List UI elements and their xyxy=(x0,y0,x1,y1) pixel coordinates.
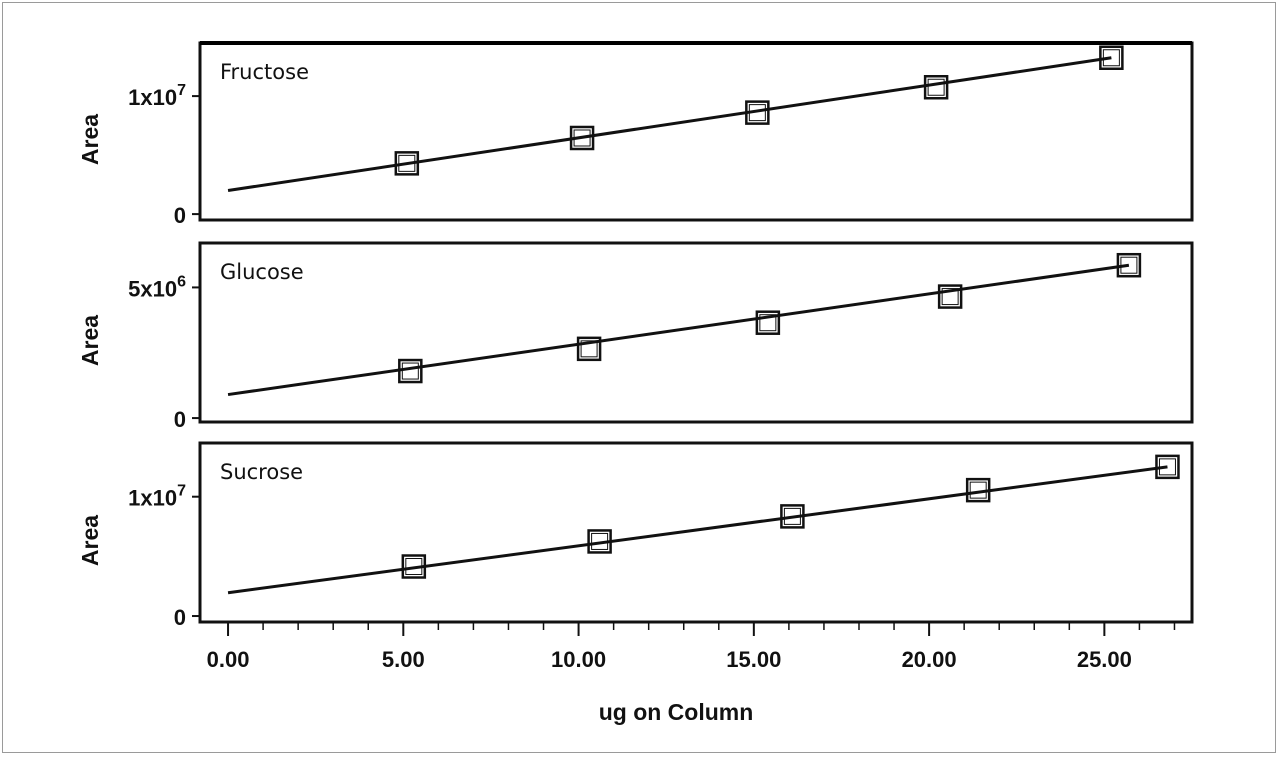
data-point-inner xyxy=(748,104,766,122)
data-point-inner xyxy=(969,481,987,499)
data-point-inner xyxy=(573,129,591,147)
data-point xyxy=(576,336,602,362)
y-tick-label-base: 5x10 xyxy=(128,276,177,301)
data-point xyxy=(1155,454,1180,480)
fit-line xyxy=(227,263,1130,397)
data-point-inner xyxy=(401,362,419,380)
data-point xyxy=(923,75,949,100)
data-point-inner xyxy=(1102,49,1120,67)
data-point-inner xyxy=(927,78,945,96)
x-tick-label: 25.00 xyxy=(1077,647,1132,672)
y-tick-label: 0 xyxy=(174,605,186,630)
y-tick-label-exponent: 7 xyxy=(177,82,186,99)
y-tick-label: 1x107 xyxy=(128,483,186,511)
data-point xyxy=(1099,45,1124,70)
panel-label: Glucose xyxy=(220,260,304,284)
data-point-inner xyxy=(398,154,416,172)
y-axis-title: Area xyxy=(77,114,103,165)
x-tick-label: 5.00 xyxy=(382,647,425,672)
data-point xyxy=(755,310,781,335)
data-point xyxy=(401,554,427,579)
x-tick-label: 0.00 xyxy=(207,647,250,672)
data-point xyxy=(1116,252,1142,278)
y-tick-label-base: 1x10 xyxy=(128,85,177,110)
y-tick-label-base: 0 xyxy=(174,407,186,432)
x-tick-label: 20.00 xyxy=(902,647,957,672)
y-tick-label-base: 0 xyxy=(174,203,186,228)
data-point xyxy=(965,477,991,503)
data-point xyxy=(398,358,423,384)
data-point-inner xyxy=(1120,256,1138,274)
data-point xyxy=(745,100,770,125)
y-axis-title: Area xyxy=(77,515,103,566)
data-point-inner xyxy=(759,314,777,332)
data-point xyxy=(937,284,963,309)
y-tick-label: 0 xyxy=(174,407,186,432)
fit-line xyxy=(227,56,1112,192)
panel-fructose: 0 1x107 Area Fructose xyxy=(77,41,1194,228)
panel-sucrose: 0 1x107 Area Sucrose 0.00 5.00 10.00 15.00 20.00… xyxy=(77,441,1194,725)
data-point-inner xyxy=(1158,458,1176,476)
plot-frame xyxy=(198,241,1194,424)
data-point xyxy=(569,125,595,151)
data-point xyxy=(587,529,612,554)
x-tick-label: 10.00 xyxy=(551,647,606,672)
y-tick-label: 0 xyxy=(174,203,186,228)
data-point-inner xyxy=(591,532,609,550)
plot-frame xyxy=(198,41,1194,222)
y-tick-label-base: 1x10 xyxy=(128,486,177,511)
data-point-inner xyxy=(405,558,423,576)
y-tick-label-base: 0 xyxy=(174,605,186,630)
data-point-inner xyxy=(783,507,801,525)
y-tick-label-exponent: 7 xyxy=(177,483,186,500)
y-tick-label: 1x107 xyxy=(128,82,186,110)
panel-label: Fructose xyxy=(220,60,309,84)
data-point-inner xyxy=(580,340,598,358)
data-point-inner xyxy=(941,288,959,306)
fit-line xyxy=(227,465,1168,595)
y-tick-label-exponent: 6 xyxy=(177,273,186,290)
y-tick-label: 5x106 xyxy=(128,273,186,301)
panel-glucose: 0 5x106 Area Glucose xyxy=(77,241,1194,432)
x-tick-label: 15.00 xyxy=(726,647,781,672)
data-point xyxy=(780,504,805,529)
plot-frame xyxy=(198,441,1194,624)
data-point xyxy=(394,151,420,176)
panel-label: Sucrose xyxy=(220,460,303,484)
y-axis-title: Area xyxy=(77,315,103,366)
x-axis-title: ug on Column xyxy=(599,699,754,725)
